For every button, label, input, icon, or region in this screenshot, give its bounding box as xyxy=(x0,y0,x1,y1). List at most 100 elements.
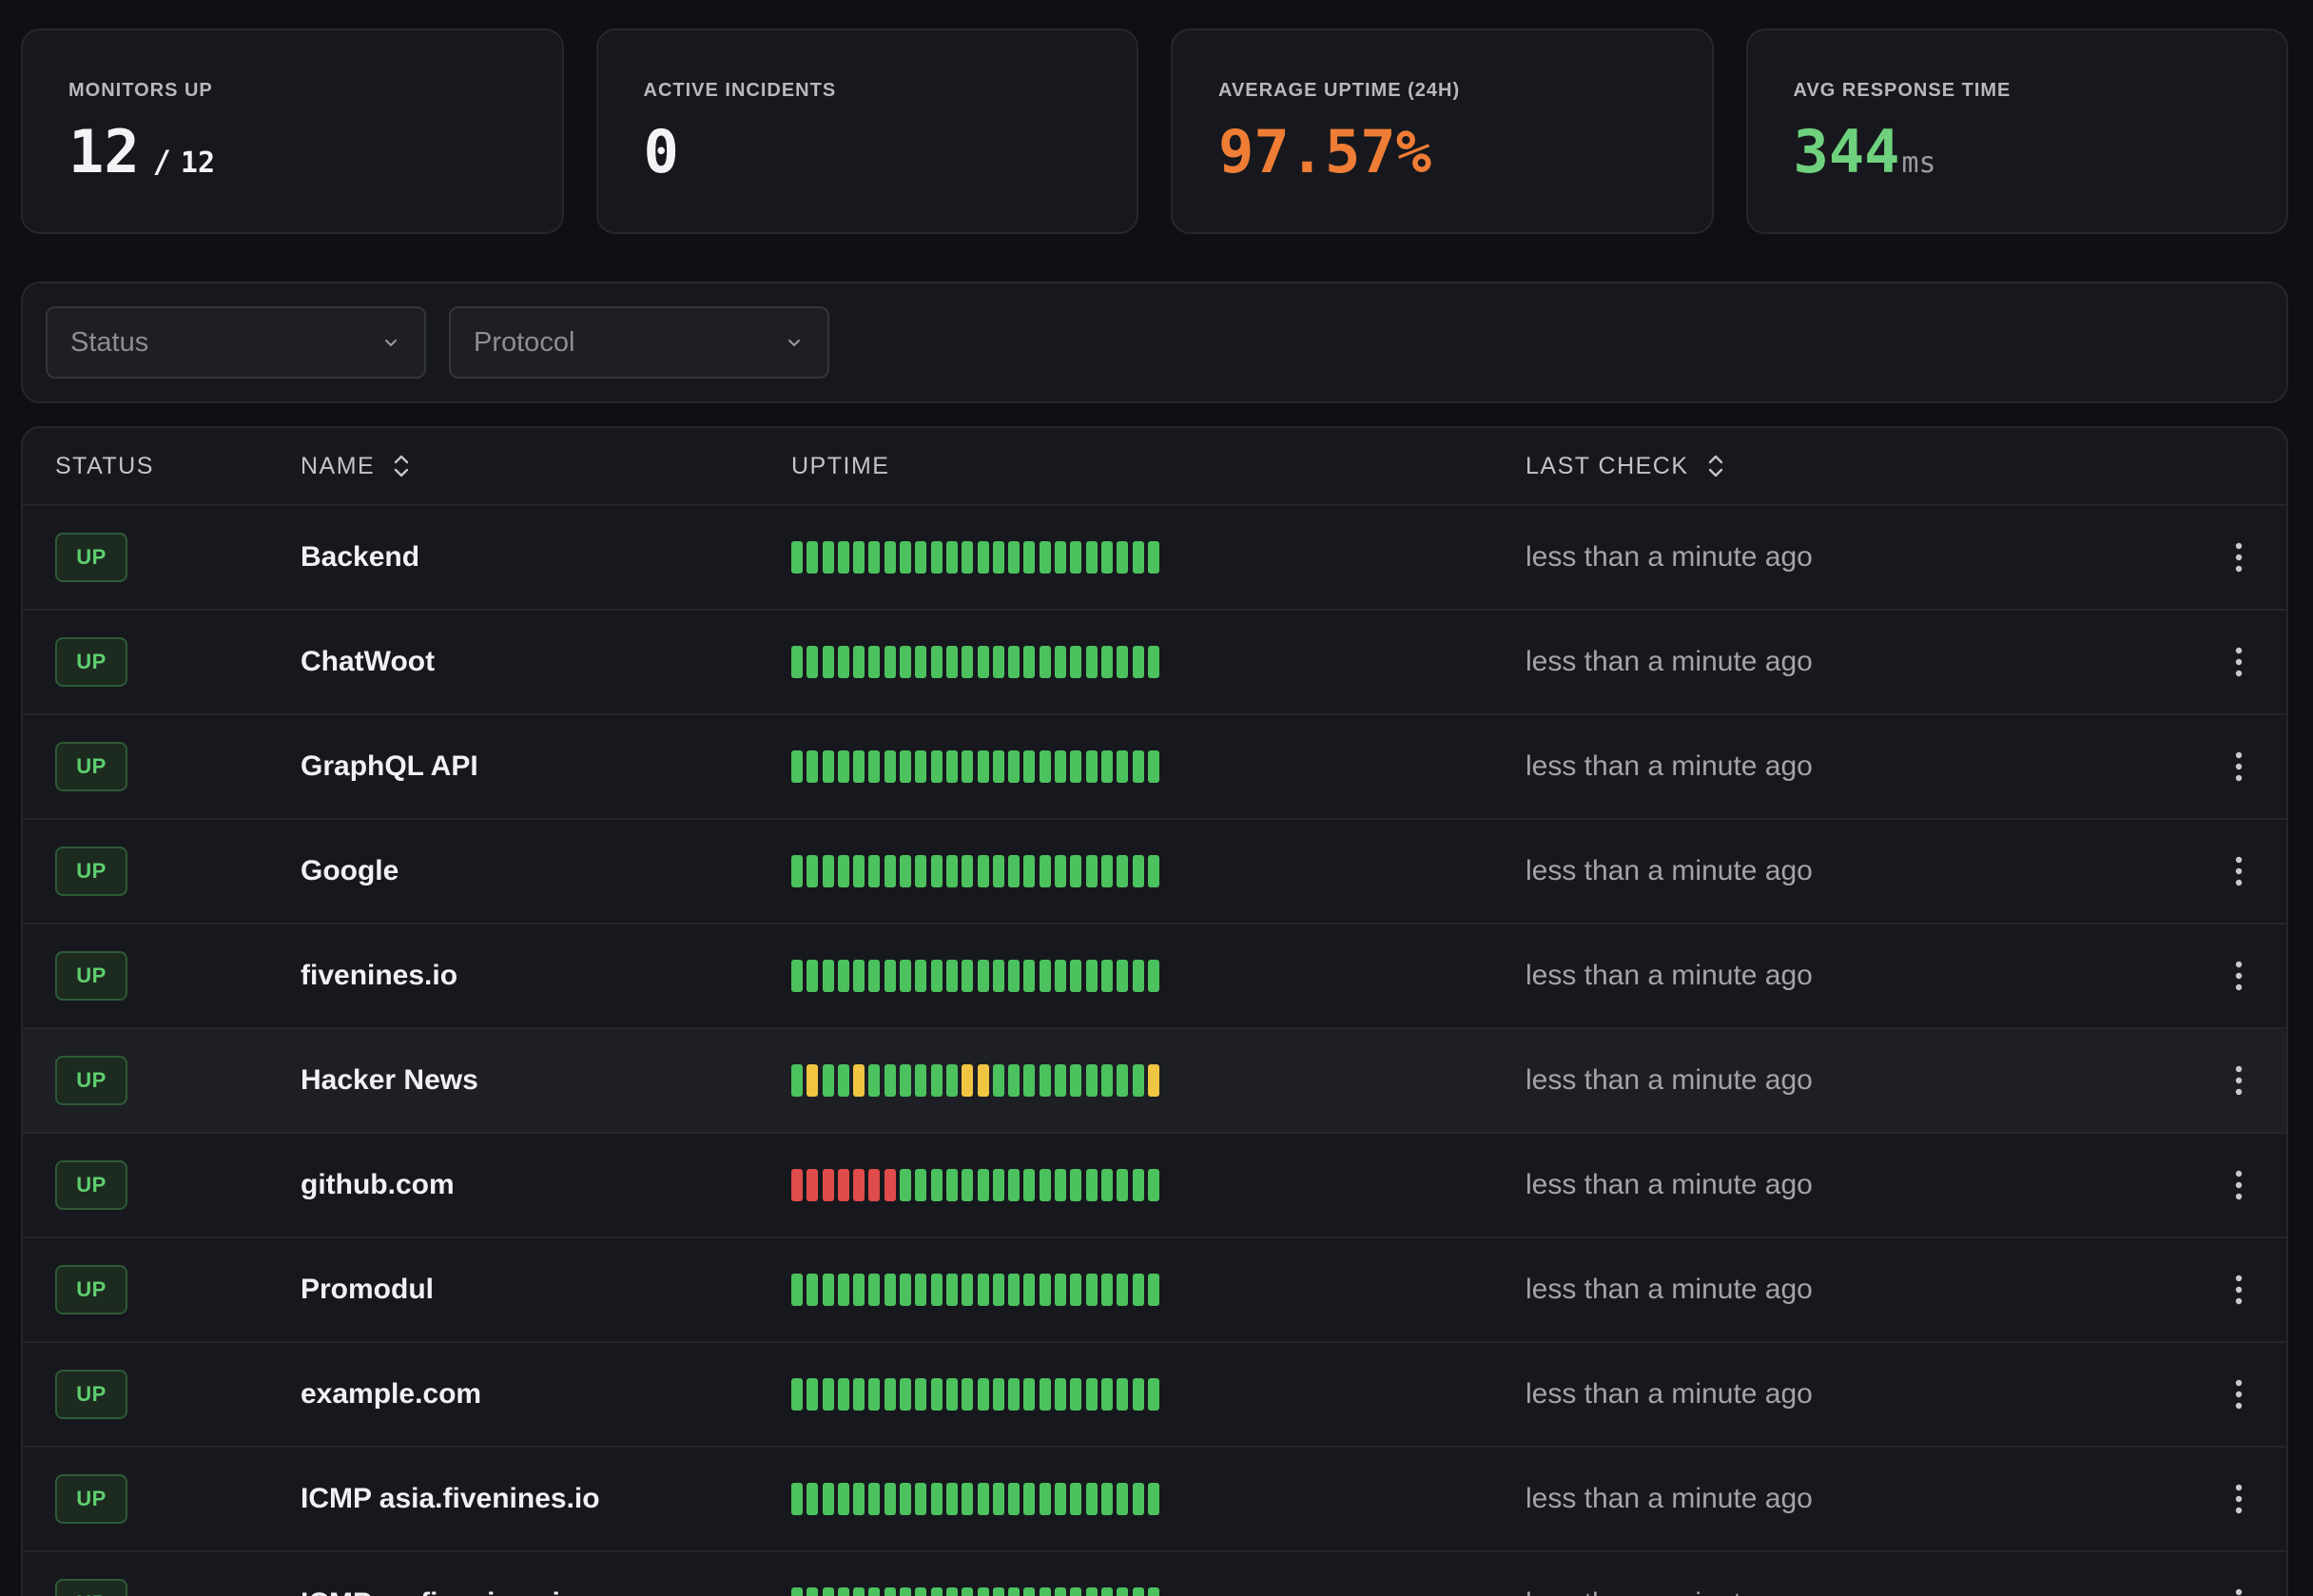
uptime-bar-up[interactable] xyxy=(1008,1378,1020,1411)
uptime-bar-up[interactable] xyxy=(900,1378,912,1411)
uptime-bar-up[interactable] xyxy=(807,1587,819,1596)
uptime-bar-up[interactable] xyxy=(884,855,896,887)
uptime-bar-up[interactable] xyxy=(1085,1378,1098,1411)
uptime-bar-up[interactable] xyxy=(868,1378,881,1411)
row-menu-button[interactable] xyxy=(2220,506,2258,609)
uptime-bar-up[interactable] xyxy=(1023,1587,1036,1596)
uptime-bar-down[interactable] xyxy=(853,1169,865,1201)
uptime-bar-up[interactable] xyxy=(1117,960,1129,992)
uptime-bar-up[interactable] xyxy=(1085,1483,1098,1515)
protocol-filter-select[interactable]: Protocol xyxy=(449,306,829,379)
uptime-bar-up[interactable] xyxy=(1070,1587,1082,1596)
uptime-bar-up[interactable] xyxy=(1055,1169,1067,1201)
uptime-bar-up[interactable] xyxy=(1132,1587,1144,1596)
uptime-bar-up[interactable] xyxy=(930,1587,943,1596)
uptime-bar-up[interactable] xyxy=(1008,960,1020,992)
uptime-bar-up[interactable] xyxy=(1023,1274,1036,1306)
uptime-bar-up[interactable] xyxy=(837,541,849,574)
uptime-bar-up[interactable] xyxy=(945,541,958,574)
uptime-bar-degraded[interactable] xyxy=(807,1064,819,1097)
uptime-bar-up[interactable] xyxy=(1023,1378,1036,1411)
uptime-bar-up[interactable] xyxy=(822,750,834,783)
uptime-bar-up[interactable] xyxy=(1085,855,1098,887)
uptime-bar-up[interactable] xyxy=(868,646,881,678)
row-menu-button[interactable] xyxy=(2220,1552,2258,1596)
uptime-bar-up[interactable] xyxy=(1117,646,1129,678)
uptime-bar-up[interactable] xyxy=(1070,1483,1082,1515)
uptime-bar-up[interactable] xyxy=(837,1274,849,1306)
uptime-bar-up[interactable] xyxy=(930,1378,943,1411)
uptime-bar-up[interactable] xyxy=(868,1587,881,1596)
uptime-bar-degraded[interactable] xyxy=(853,1064,865,1097)
uptime-bar-up[interactable] xyxy=(822,960,834,992)
uptime-bar-up[interactable] xyxy=(1132,750,1144,783)
table-row[interactable]: UP example.com less than a minute ago xyxy=(23,1341,2286,1446)
uptime-bar-up[interactable] xyxy=(1100,1169,1113,1201)
uptime-bar-up[interactable] xyxy=(1070,1378,1082,1411)
uptime-bar-up[interactable] xyxy=(900,1274,912,1306)
uptime-bar-up[interactable] xyxy=(945,1064,958,1097)
uptime-bar-up[interactable] xyxy=(1008,1064,1020,1097)
uptime-bar-up[interactable] xyxy=(962,960,974,992)
uptime-bar-degraded[interactable] xyxy=(1147,1064,1159,1097)
uptime-bar-up[interactable] xyxy=(1147,1169,1159,1201)
uptime-bar-up[interactable] xyxy=(915,1274,927,1306)
uptime-bar-up[interactable] xyxy=(1100,1587,1113,1596)
table-row[interactable]: UP Hacker News less than a minute ago xyxy=(23,1027,2286,1132)
uptime-bar-up[interactable] xyxy=(977,855,989,887)
uptime-bar-up[interactable] xyxy=(1070,750,1082,783)
sort-icon[interactable] xyxy=(1706,453,1725,479)
uptime-bar-up[interactable] xyxy=(1100,646,1113,678)
uptime-bar-up[interactable] xyxy=(977,1378,989,1411)
row-menu-button[interactable] xyxy=(2220,820,2258,923)
uptime-bar-up[interactable] xyxy=(837,646,849,678)
uptime-bar-up[interactable] xyxy=(962,1483,974,1515)
uptime-bar-up[interactable] xyxy=(822,1378,834,1411)
uptime-bar-up[interactable] xyxy=(868,1274,881,1306)
uptime-bar-up[interactable] xyxy=(1147,960,1159,992)
uptime-bar-up[interactable] xyxy=(945,1378,958,1411)
uptime-bar-up[interactable] xyxy=(900,1483,912,1515)
uptime-bar-up[interactable] xyxy=(992,1378,1004,1411)
uptime-bar-up[interactable] xyxy=(1117,750,1129,783)
uptime-bar-up[interactable] xyxy=(945,1274,958,1306)
uptime-bar-up[interactable] xyxy=(1147,1378,1159,1411)
uptime-bar-up[interactable] xyxy=(977,1587,989,1596)
row-menu-button[interactable] xyxy=(2220,1134,2258,1236)
uptime-bar-up[interactable] xyxy=(900,1169,912,1201)
uptime-bar-up[interactable] xyxy=(1100,750,1113,783)
uptime-bar-up[interactable] xyxy=(962,750,974,783)
uptime-bar-up[interactable] xyxy=(1070,1064,1082,1097)
uptime-bar-up[interactable] xyxy=(1008,646,1020,678)
sort-icon[interactable] xyxy=(392,453,411,479)
uptime-bar-up[interactable] xyxy=(1085,1169,1098,1201)
row-menu-button[interactable] xyxy=(2220,611,2258,713)
uptime-bar-up[interactable] xyxy=(807,960,819,992)
uptime-bar-up[interactable] xyxy=(900,750,912,783)
uptime-bar-up[interactable] xyxy=(791,1483,803,1515)
uptime-bar-up[interactable] xyxy=(1023,855,1036,887)
uptime-bar-up[interactable] xyxy=(1055,1274,1067,1306)
uptime-bar-up[interactable] xyxy=(1085,960,1098,992)
uptime-bar-up[interactable] xyxy=(868,750,881,783)
monitor-name[interactable]: ChatWoot xyxy=(301,646,436,677)
uptime-bar-up[interactable] xyxy=(977,750,989,783)
uptime-bar-up[interactable] xyxy=(1147,646,1159,678)
uptime-bar-up[interactable] xyxy=(1023,646,1036,678)
uptime-bar-up[interactable] xyxy=(1147,750,1159,783)
uptime-bar-up[interactable] xyxy=(853,646,865,678)
uptime-bar-up[interactable] xyxy=(884,960,896,992)
uptime-bar-up[interactable] xyxy=(992,541,1004,574)
uptime-bar-up[interactable] xyxy=(977,1483,989,1515)
uptime-bar-up[interactable] xyxy=(1023,1169,1036,1201)
uptime-bar-up[interactable] xyxy=(1055,1483,1067,1515)
table-row[interactable]: UP ICMP asia.fivenines.io less than a minu… xyxy=(23,1446,2286,1550)
uptime-bar-up[interactable] xyxy=(1085,1587,1098,1596)
uptime-bar-up[interactable] xyxy=(900,1064,912,1097)
uptime-bar-up[interactable] xyxy=(1008,855,1020,887)
uptime-bar-up[interactable] xyxy=(807,541,819,574)
uptime-bar-up[interactable] xyxy=(1100,1274,1113,1306)
uptime-bar-up[interactable] xyxy=(1085,1064,1098,1097)
uptime-bar-up[interactable] xyxy=(945,1483,958,1515)
uptime-bar-up[interactable] xyxy=(1132,855,1144,887)
